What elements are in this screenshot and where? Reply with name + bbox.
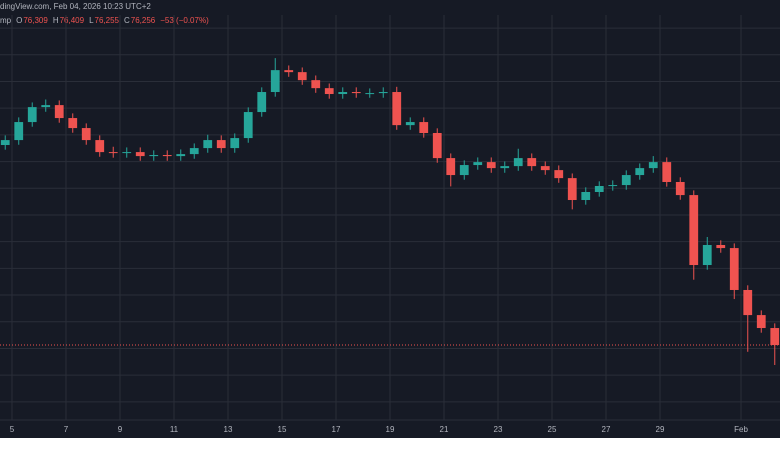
x-tick-label: 29 [656,425,665,434]
candle-body [648,162,658,169]
candle-body [108,152,118,154]
candle-body [351,92,361,94]
candle-body [540,166,550,171]
candle-body [27,107,37,123]
candle-body [770,328,780,346]
candle-body [54,105,64,119]
candle-body [95,140,105,153]
candle-body [446,158,456,176]
candle-body [257,92,267,113]
candle-body [122,152,132,154]
candle-body [716,244,726,249]
candle-body [581,192,591,201]
ohlc-label: H [53,16,59,25]
x-tick-label: Feb [734,425,748,434]
ohlc-value: 76,309 [23,16,48,25]
candle-body [162,155,172,157]
candle-body [594,185,604,193]
candle-body [365,93,375,95]
candle-body [419,122,429,134]
candle-body [135,152,145,157]
x-tick-label: 7 [64,425,69,434]
ohlc-label: L [89,16,94,25]
candle-body [567,178,577,201]
ohlc-value: 76,256 [131,16,156,25]
symbol: mp [0,16,12,25]
x-tick-label: 15 [278,425,287,434]
candle-body [230,138,240,149]
ohlc-label: O [16,16,22,25]
candle-body [729,248,739,290]
x-tick-label: 17 [332,425,341,434]
candle-body [189,148,199,155]
candle-body [459,165,469,176]
candle-body [675,181,685,196]
x-tick-label: 27 [602,425,611,434]
ohlc-value: 76,409 [60,16,85,25]
x-tick-label: 21 [440,425,449,434]
candle-body [284,70,294,73]
candle-body [392,92,402,126]
candle-body [0,140,10,146]
candle-body [621,175,631,186]
x-tick-label: 11 [170,425,179,434]
candle-body [608,185,618,187]
candle-body [270,70,280,93]
x-tick-label: 23 [494,425,503,434]
candle-body [149,155,159,157]
candle-body [513,158,523,167]
candle-body [68,118,78,129]
header-source: dingView.com, Feb 04, 2026 10:23 UTC+2 [0,2,151,11]
candle-body [405,122,415,126]
ohlc-legend: mp O 76,309 H 76,409 L 76,255 C 76,256 −53 (−0.07… [0,16,209,25]
candle-body [338,92,348,95]
candle-body [176,154,186,157]
candle-body [473,162,483,166]
change: −53 (−0.07%) [160,16,209,25]
candle-body [41,105,51,108]
candle-body [662,162,672,182]
x-tick-label: 13 [224,425,233,434]
candle-body [14,122,24,141]
candle-body [756,315,766,329]
candle-body [500,166,510,169]
candle-body [203,140,213,149]
candle-body [554,170,564,179]
candle-body [702,244,712,266]
candle-body [297,72,307,81]
x-tick-label: 25 [548,425,557,434]
candle-body [743,289,753,316]
candle-body [432,133,442,159]
candle-body [527,158,537,167]
x-tick-label: 5 [10,425,15,434]
candle-body [486,162,496,169]
candle-body [243,112,253,139]
candle-body [81,128,91,141]
candle-body [324,88,334,95]
candle-body [378,92,388,94]
candle-body [311,80,321,89]
candle-body [689,195,699,266]
ohlc-value: 76,255 [95,16,120,25]
x-tick-label: 19 [386,425,395,434]
candle-body [635,168,645,176]
x-tick-label: 9 [118,425,123,434]
candle-body [216,140,226,149]
ohlc-label: C [124,16,130,25]
